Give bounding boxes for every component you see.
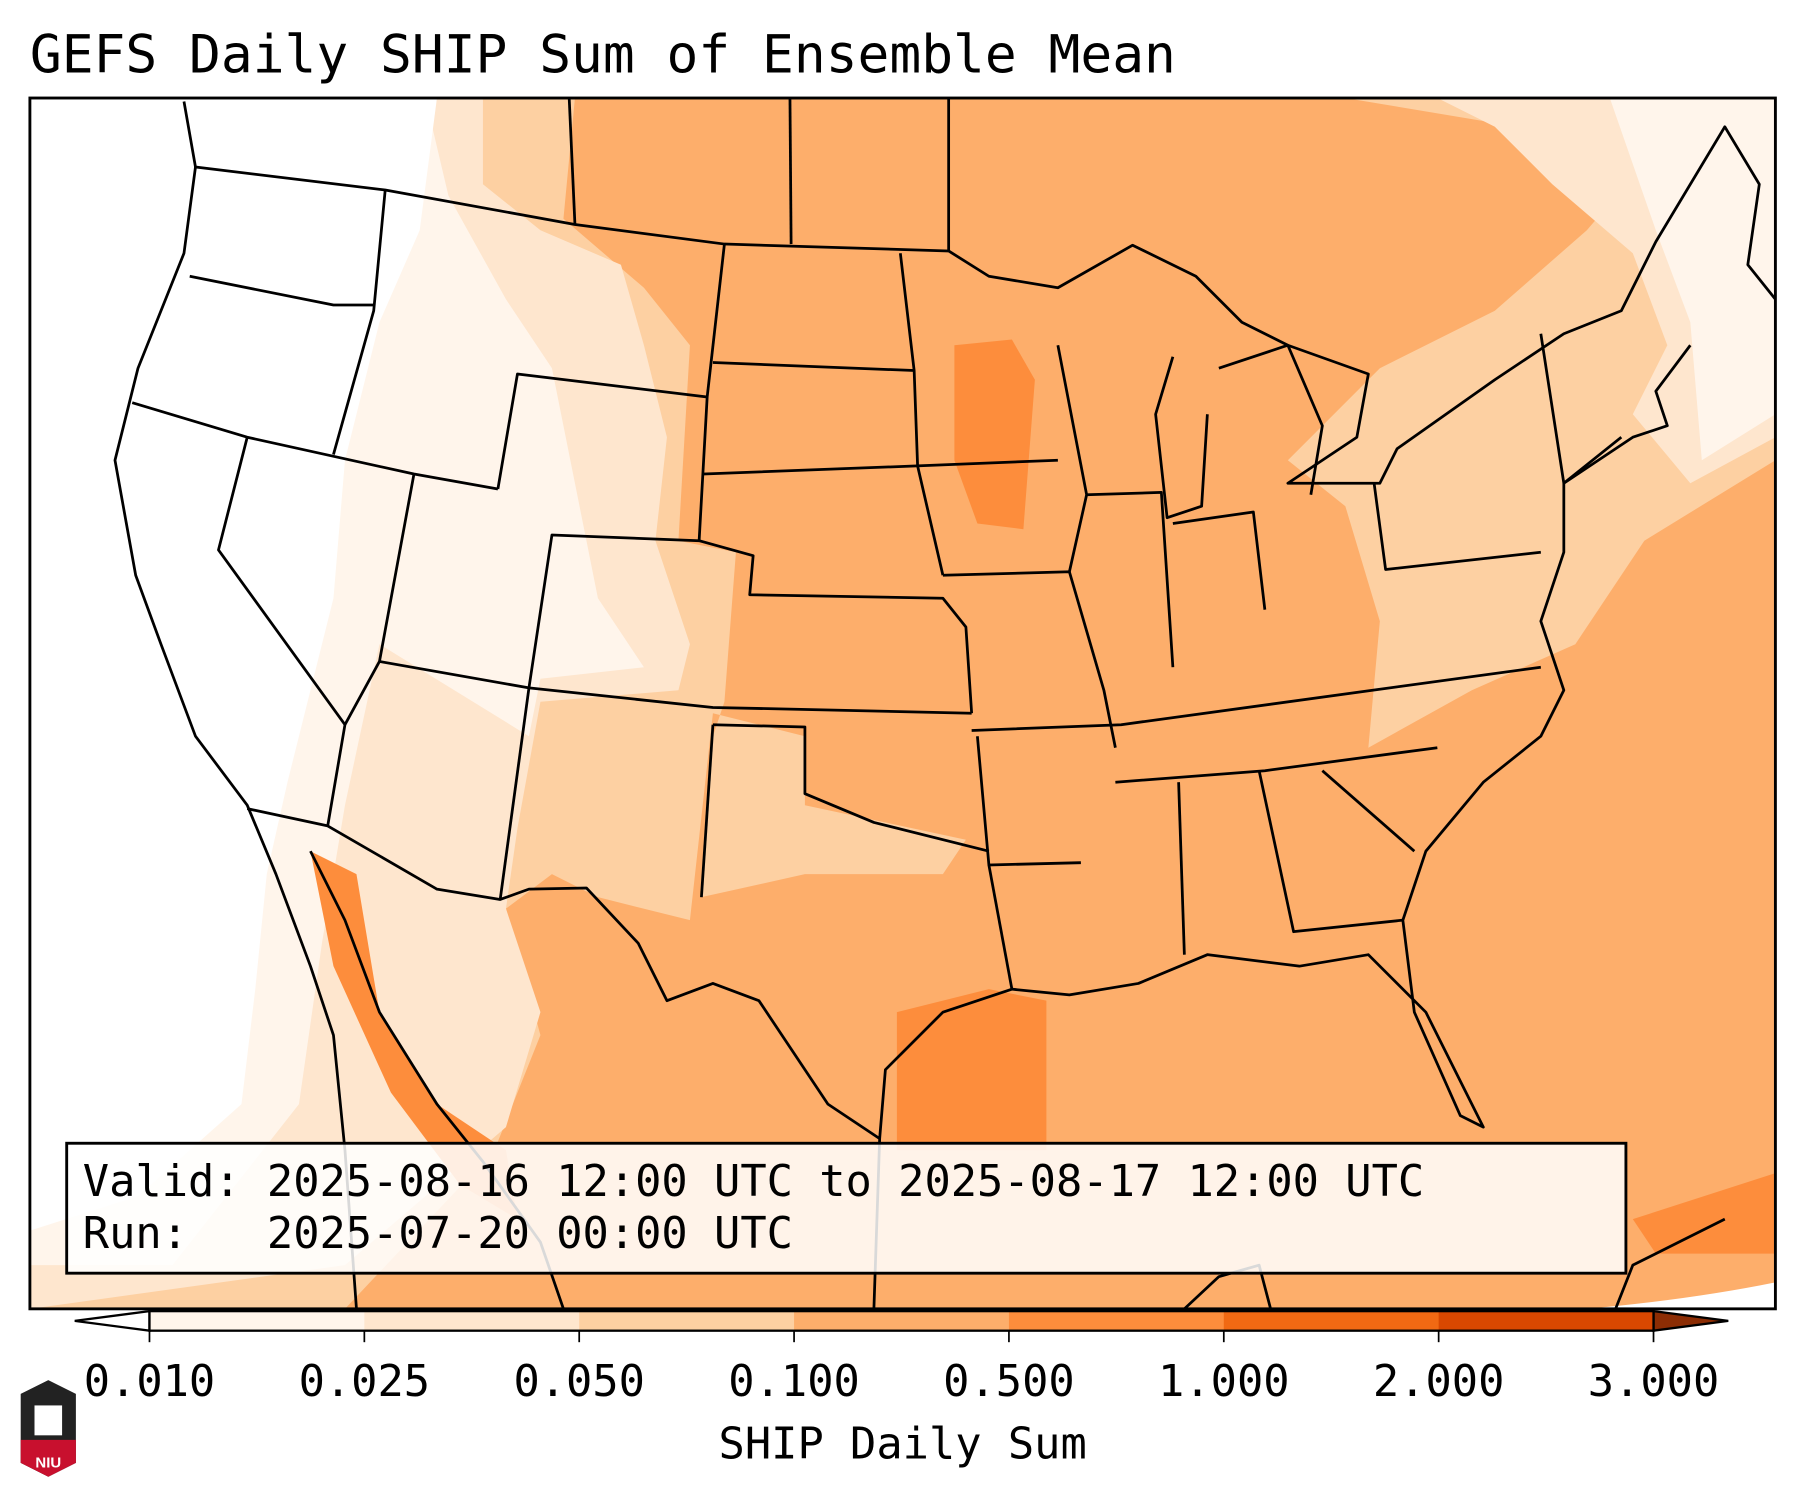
info-box (65, 1141, 1628, 1275)
field-lightest-northeast (1609, 98, 1776, 461)
colorbar-tick-label: 1.000 (1158, 1356, 1290, 1407)
colorbar-segment (794, 1311, 1010, 1331)
map-frame (28, 96, 1777, 1311)
colorbar-tick-label: 2.000 (1373, 1356, 1505, 1407)
run-time-text: Run: 2025-07-20 00:00 UTC (83, 1208, 793, 1259)
niu-logo: NIU (20, 1380, 76, 1477)
field-below-min-west (29, 98, 437, 1231)
field-hotspot-caribbean (1632, 1173, 1776, 1254)
chart-title: GEFS Daily SHIP Sum of Ensemble Mean (30, 25, 1176, 86)
colorbar-tick-label: 0.010 (84, 1356, 216, 1407)
colorbar-segment (579, 1311, 795, 1331)
field-hotspot-gulf (896, 989, 1047, 1151)
colorbar-segment (149, 1311, 365, 1331)
cuba-east (1614, 1217, 1726, 1309)
valid-time-text: Valid: 2025-08-16 12:00 UTC to 2025-08-1… (83, 1156, 1424, 1207)
colorbar-segment (1223, 1311, 1440, 1331)
field-hotspot-baja (310, 851, 518, 1220)
colorbar: 0.010 0.025 0.050 0.100 0.500 1.000 2.000 3.000 (74, 1309, 1729, 1407)
colorbar-under-extension (74, 1309, 151, 1332)
colorbar-outline (148, 1309, 1655, 1332)
projection-edge (1586, 1282, 1776, 1309)
pacific-coast (113, 166, 358, 1309)
colorbar-tick-label: 0.100 (728, 1356, 860, 1407)
colorbar-over-extension (1652, 1309, 1729, 1332)
colorbar-tick-label: 3.000 (1588, 1356, 1720, 1407)
field-hotspot-iowa (954, 339, 1035, 530)
colorbar-tick-label: 0.050 (513, 1356, 645, 1407)
mexico-border (246, 807, 882, 1309)
colorbar-segment (364, 1311, 580, 1331)
colorbar-segment (1438, 1311, 1655, 1331)
colorbar-segment (1008, 1311, 1225, 1331)
map-panel: Valid: 2025-08-16 12:00 UTC to 2025-08-1… (29, 98, 1776, 1309)
state-borders (131, 98, 1623, 990)
svg-text:NIU: NIU (35, 1455, 61, 1472)
colorbar-label: SHIP Daily Sum (719, 1418, 1087, 1469)
colorbar-tick-label: 0.025 (299, 1356, 431, 1407)
gulf-atlantic-coast (878, 344, 1692, 1139)
colorbar-tick-label: 0.500 (943, 1356, 1075, 1407)
